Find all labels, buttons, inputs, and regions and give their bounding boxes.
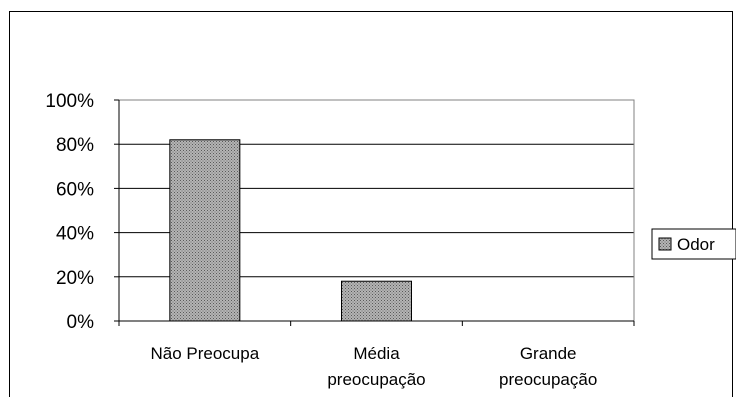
x-category-label: Não Preocupa (150, 344, 259, 363)
x-category-label: preocupação (499, 370, 597, 389)
legend-label: Odor (677, 235, 715, 254)
bar (341, 280, 412, 322)
legend: Odor (651, 228, 736, 260)
bar (169, 139, 241, 322)
bars (169, 139, 412, 322)
x-category-labels: Não Preocupa Média preocupação Grande preocu… (150, 344, 597, 389)
y-tick-label: 0% (67, 312, 95, 333)
y-tick-label: 100% (45, 91, 94, 112)
x-category-label: preocupação (327, 370, 425, 389)
legend-swatch (658, 237, 672, 251)
chart-frame (9, 11, 733, 397)
y-tick-labels: 0% 20% 40% 60% 80% 100% (45, 91, 94, 333)
y-tick-label: 40% (56, 224, 94, 245)
axes (114, 99, 635, 326)
y-tick-label: 20% (56, 268, 94, 289)
y-tick-label: 80% (56, 135, 94, 156)
x-category-label: Média (353, 344, 400, 363)
x-category-label: Grande (520, 344, 577, 363)
y-tick-label: 60% (56, 179, 94, 200)
